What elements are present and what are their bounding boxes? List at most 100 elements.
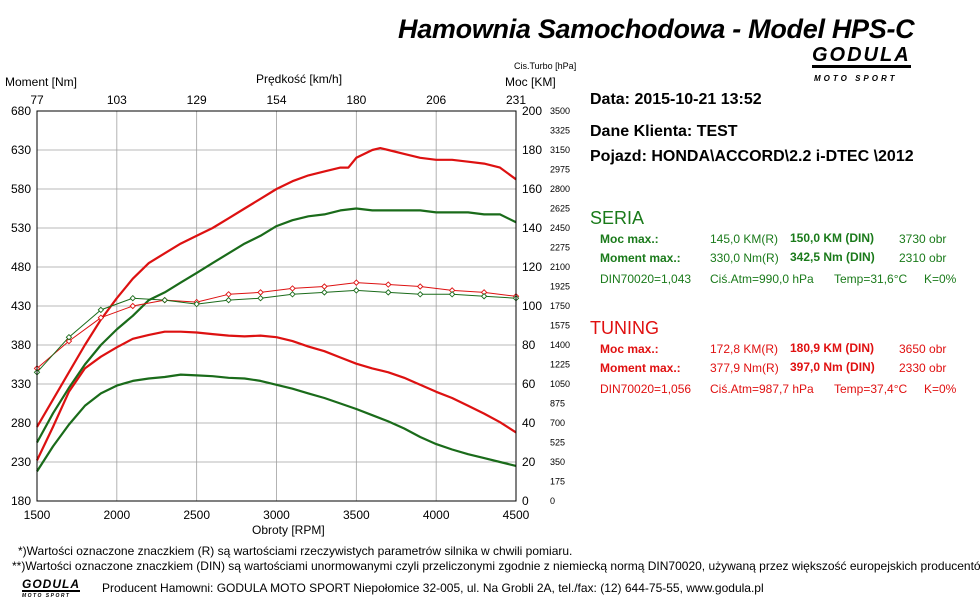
page-title: Hamownia Samochodowa - Model HPS-C (398, 14, 915, 44)
footnote-din: **)Wartości oznaczone znaczkiem (DIN) są… (12, 559, 980, 573)
data-point-marker (65, 337, 73, 345)
turbo-tick-label: 3325 (550, 126, 570, 136)
data-point-marker (257, 289, 264, 296)
data-point-marker (321, 283, 328, 290)
turbo-tick-label: 1925 (550, 282, 570, 292)
data-point-marker (289, 291, 296, 298)
series-line-4 (36, 282, 517, 369)
turbo-tick-label: 1225 (550, 360, 570, 370)
turbo-tick-label: 2625 (550, 204, 570, 214)
turbo-tick-label: 175 (550, 477, 565, 487)
left-tick-label: 330 (11, 377, 31, 391)
top-tick-label: 231 (506, 93, 526, 107)
tuning-torque-rpm: 2330 obr (899, 361, 947, 375)
left-tick-label: 280 (11, 416, 31, 430)
right-tick-label: 100 (522, 299, 542, 313)
series-line-2 (36, 330, 517, 461)
tuning-power-din: 180,9 KM (DIN) (790, 341, 875, 355)
left-axis-title: Moment [Nm] (5, 75, 78, 89)
right-tick-label: 160 (522, 182, 542, 196)
data-point-marker (321, 289, 328, 296)
x-tick-label: 4500 (503, 508, 530, 522)
turbo-axis-title: Cis.Turbo [hPa] (514, 61, 577, 71)
right-tick-label: 80 (522, 338, 536, 352)
data-point-marker (225, 296, 232, 304)
left-tick-label: 480 (11, 260, 31, 274)
turbo-tick-label: 3150 (550, 145, 570, 155)
seria-heading: SERIA (590, 208, 645, 228)
right-tick-label: 180 (522, 143, 542, 157)
top-tick-label: 154 (266, 93, 286, 107)
data-point-marker (353, 279, 360, 286)
footnote-r: *)Wartości oznaczone znaczkiem (R) są wa… (18, 544, 573, 558)
right-axis-title: Moc [KM] (505, 75, 556, 89)
seria-power-din: 150,0 KM (DIN) (790, 231, 875, 245)
data-point-marker (97, 306, 105, 314)
data-point-marker (97, 314, 105, 321)
right-tick-label: 0 (522, 494, 529, 508)
producer-line: Producent Hamowni: GODULA MOTO SPORT Nie… (102, 581, 764, 595)
turbo-tick-label: 1750 (550, 301, 570, 311)
top-axis-title: Prędkość [km/h] (256, 72, 343, 86)
turbo-tick-label: 3500 (550, 106, 570, 116)
seria-torque-label: Moment max.: (600, 251, 681, 265)
series-line-0 (36, 147, 517, 428)
data-point-marker (65, 333, 73, 341)
turbo-tick-label: 700 (550, 418, 565, 428)
tuning-atm: Ciś.Atm=987,7 hPa (710, 382, 814, 396)
data-point-marker (353, 287, 360, 294)
data-point-marker (416, 283, 424, 290)
tuning-k: K=0% (924, 382, 957, 396)
left-tick-label: 230 (11, 455, 31, 469)
x-tick-label: 3000 (263, 508, 290, 522)
seria-temp: Temp=31,6°C (834, 272, 908, 286)
series-line-1 (36, 207, 517, 444)
seria-power-r: 145,0 KM(R) (710, 232, 779, 246)
godula-logo: GODULA MOTO SPORT (812, 45, 932, 86)
turbo-tick-label: 0 (550, 496, 555, 506)
top-tick-label: 103 (107, 93, 127, 107)
footer-logo-word: GODULA (22, 577, 80, 592)
logo-word: GODULA (812, 44, 911, 68)
turbo-tick-label: 1575 (550, 321, 570, 331)
data-point-marker (129, 294, 137, 302)
vehicle-line: Pojazd: HONDA\ACCORD\2.2 i-DTEC \2012 (590, 148, 914, 165)
right-tick-label: 120 (522, 260, 542, 274)
data-point-marker (448, 291, 456, 298)
data-point-marker (161, 296, 168, 304)
right-tick-label: 60 (522, 377, 536, 391)
seria-din-factor: DIN70020=1,043 (600, 272, 692, 286)
turbo-tick-label: 2800 (550, 184, 570, 194)
tuning-din-factor: DIN70020=1,056 (600, 382, 692, 396)
tuning-torque-r: 377,9 Nm(R) (710, 361, 779, 375)
seria-power-label: Moc max.: (600, 232, 659, 246)
turbo-tick-label: 2975 (550, 165, 570, 175)
data-point-marker (385, 289, 392, 296)
seria-torque-r: 330,0 Nm(R) (710, 251, 779, 265)
seria-torque-rpm: 2310 obr (899, 251, 947, 265)
data-point-marker (225, 291, 232, 298)
x-tick-label: 2500 (183, 508, 210, 522)
tuning-power-label: Moc max.: (600, 342, 659, 356)
footer-logo: GODULA MOTO SPORT (22, 577, 96, 599)
tuning-power-rpm: 3650 obr (899, 342, 947, 356)
left-tick-label: 430 (11, 299, 31, 313)
client-line: Dane Klienta: TEST (590, 123, 738, 140)
top-tick-label: 206 (426, 93, 446, 107)
tuning-power-r: 172,8 KM(R) (710, 342, 779, 356)
turbo-tick-label: 875 (550, 399, 565, 409)
tuning-temp: Temp=37,4°C (834, 382, 908, 396)
seria-torque-din: 342,5 Nm (DIN) (790, 250, 875, 264)
data-point-marker (416, 291, 424, 298)
left-tick-label: 530 (11, 221, 31, 235)
left-tick-label: 680 (11, 104, 31, 118)
date-line: Data: 2015-10-21 13:52 (590, 91, 762, 108)
x-tick-label: 3500 (343, 508, 370, 522)
top-tick-label: 129 (187, 93, 207, 107)
data-point-marker (480, 293, 488, 300)
turbo-tick-label: 2100 (550, 262, 570, 272)
turbo-tick-label: 2275 (550, 243, 570, 253)
series-line-5 (36, 289, 517, 373)
right-tick-label: 200 (522, 104, 542, 118)
